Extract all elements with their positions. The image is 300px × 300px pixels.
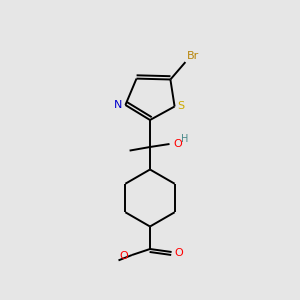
Text: O: O [175, 248, 183, 258]
Text: H: H [181, 134, 188, 144]
Text: Br: Br [187, 51, 200, 61]
Text: O: O [174, 139, 182, 149]
Text: O: O [119, 251, 128, 261]
Text: S: S [178, 101, 185, 111]
Text: N: N [114, 100, 122, 110]
